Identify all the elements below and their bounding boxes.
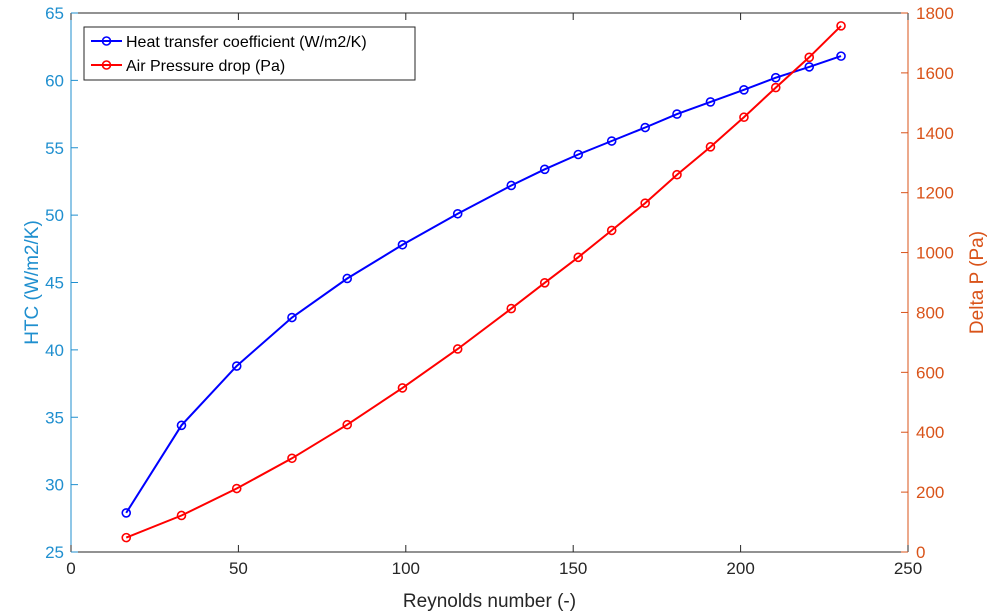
series-2-point	[452, 344, 463, 354]
left-y-tick-label: 30	[45, 476, 64, 495]
right-y-tick-label: 1000	[916, 244, 954, 263]
x-tick-label: 250	[894, 559, 922, 578]
series-1-line	[125, 55, 842, 514]
series-2-point	[176, 510, 187, 521]
series-2-point	[640, 198, 650, 208]
series-1-point	[342, 273, 353, 284]
series-2-point	[836, 21, 846, 31]
series-1-point	[539, 164, 550, 175]
left-y-tick-label: 45	[45, 274, 64, 293]
series-2-point	[342, 419, 353, 430]
series-1-point	[176, 420, 187, 431]
series-1-point	[836, 51, 846, 61]
series-2-point	[606, 225, 617, 236]
series-1-point	[606, 136, 617, 146]
series-1-point	[231, 361, 242, 371]
legend-swatch-marker	[101, 36, 112, 46]
legend-label: Air Pressure drop (Pa)	[126, 58, 285, 75]
x-axis-title: Reynolds number (-)	[403, 591, 576, 612]
x-tick-label: 50	[229, 559, 248, 578]
series-1-point	[287, 312, 297, 323]
series-2-point	[231, 483, 242, 494]
series-layer	[121, 21, 846, 543]
left-y-tick-label: 55	[45, 139, 64, 158]
right-y-tick-label: 1600	[916, 64, 954, 83]
series-1-point	[397, 239, 408, 250]
series-2-point	[397, 383, 408, 393]
series-2-point	[672, 169, 682, 180]
left-y-axis-title: HTC (W/m2/K)	[22, 220, 43, 345]
left-y-tick-label: 65	[45, 4, 64, 23]
series-2-point	[506, 303, 517, 314]
legend-entry-2: Air Pressure drop (Pa)	[91, 58, 285, 75]
series-1-point	[121, 508, 132, 518]
left-y-tick-label: 40	[45, 341, 64, 360]
series-2-point	[770, 82, 781, 93]
left-y-tick-label: 35	[45, 408, 64, 427]
series-1-point	[452, 208, 463, 219]
left-y-tick-label: 60	[45, 71, 64, 90]
series-1-point	[640, 122, 650, 133]
series-1-point	[573, 149, 584, 160]
right-y-tick-label: 1200	[916, 184, 954, 203]
right-y-tick-label: 400	[916, 423, 944, 442]
legend-entry-1: Heat transfer coefficient (W/m2/K)	[91, 34, 367, 51]
series-1-point	[506, 180, 517, 191]
axes-layer: 0 50 100 150 200 250 25 30 35 40 45 50 55 60 65 0 200 400…	[22, 4, 988, 612]
right-y-tick-label: 200	[916, 483, 944, 502]
series-2	[121, 21, 846, 543]
legend: Heat transfer coefficient (W/m2/K) Air Pr…	[83, 26, 416, 81]
series-1-point	[770, 72, 781, 83]
left-y-tick-label: 50	[45, 206, 64, 225]
series-2-point	[573, 252, 584, 263]
series-2-point	[121, 532, 132, 543]
series-1-point	[804, 62, 815, 72]
right-y-axis-title: Delta P (Pa)	[967, 231, 988, 334]
legend-swatch-marker	[101, 60, 112, 70]
x-tick-label: 150	[559, 559, 587, 578]
series-2-point	[287, 453, 297, 464]
right-y-tick-label: 1400	[916, 124, 954, 143]
series-2-line	[125, 25, 842, 539]
right-y-tick-label: 0	[916, 543, 925, 562]
series-1-point	[705, 97, 716, 107]
right-y-tick-label: 800	[916, 303, 944, 322]
left-y-tick-label: 25	[45, 543, 64, 562]
legend-label: Heat transfer coefficient (W/m2/K)	[126, 34, 367, 51]
series-2-point	[539, 277, 550, 288]
right-y-tick-label: 1800	[916, 4, 954, 23]
legend-box	[83, 26, 416, 81]
series-1-point	[672, 109, 682, 119]
series-1-point	[739, 85, 749, 95]
x-tick-label: 0	[66, 559, 75, 578]
series-1	[121, 51, 846, 518]
series-2-point	[705, 142, 716, 152]
series-2-point	[739, 112, 749, 123]
x-tick-label: 200	[726, 559, 754, 578]
right-y-tick-label: 600	[916, 363, 944, 382]
series-2-point	[804, 52, 815, 63]
x-tick-label: 100	[392, 559, 420, 578]
